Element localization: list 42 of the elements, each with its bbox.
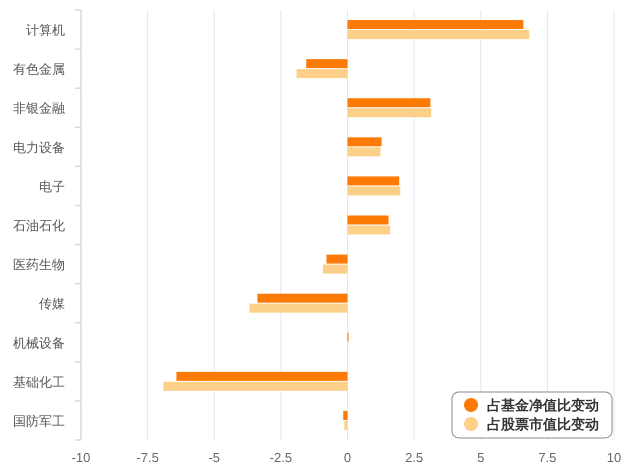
bar [296,69,348,78]
x-tick-label: 0 [344,450,352,465]
y-tick-label: 电子 [39,178,65,194]
x-tick-label: -7.5 [136,450,159,465]
x-tick-label: 2.5 [405,450,424,465]
bar [348,137,382,146]
bar [306,59,348,68]
bar [257,294,348,303]
x-tick-label: -2.5 [270,450,292,465]
y-tick-label: 国防军工 [13,413,65,428]
bar [163,382,348,391]
bar [348,147,381,156]
y-tick-label: 医药生物 [13,257,65,272]
y-tick-label: 传媒 [39,296,65,312]
bar [344,420,348,430]
y-tick-label: 有色金属 [13,62,65,77]
x-tick-label: 5 [477,450,484,465]
bar [348,108,432,118]
bar [348,98,430,108]
bar [348,176,400,186]
y-tick-label: 电力设备 [13,140,65,155]
bar [348,30,530,40]
y-tick-label: 非银金融 [13,100,65,116]
bar [322,264,348,274]
bar [348,216,389,224]
legend-label: 占股票市值比变动 [487,416,599,432]
y-tick-label: 石油石化 [13,218,65,233]
bar [348,226,390,234]
y-tick-label: 机械设备 [13,335,65,350]
bar [176,372,348,381]
y-tick-label: 基础化工 [13,374,65,390]
legend-label: 占基金净值比变动 [487,397,599,413]
x-tick-label: 7.5 [538,450,556,465]
x-tick-label: -5 [208,450,220,465]
bar [348,20,524,30]
bar [343,410,348,420]
bar [326,254,348,264]
bar [249,304,348,313]
x-tick-label: -10 [72,450,90,465]
x-tick-label: 10 [606,450,622,465]
y-tick-label: 计算机 [26,22,65,38]
bar [348,186,400,196]
